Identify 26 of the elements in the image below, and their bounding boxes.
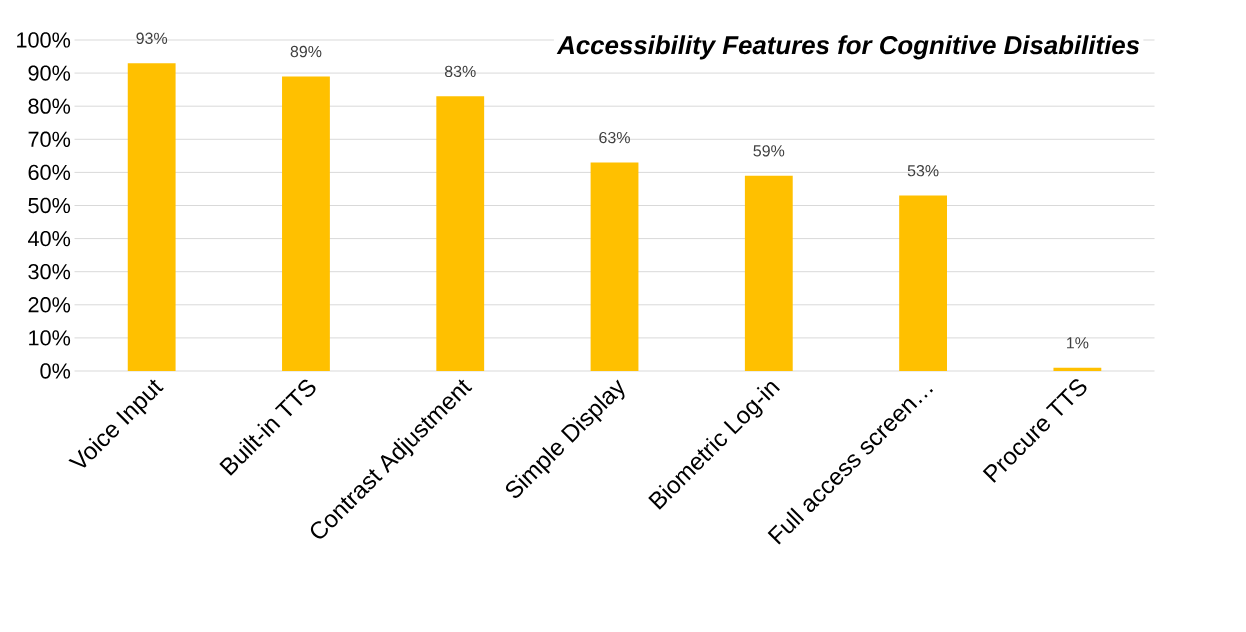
bar: [590, 162, 639, 371]
bar: [282, 76, 330, 371]
bar: [127, 63, 176, 371]
bar: [436, 96, 485, 371]
y-tick-label: 60%: [28, 164, 71, 181]
data-label: 59%: [753, 145, 785, 157]
y-tick-label: 80%: [28, 98, 71, 114]
data-label: 63%: [599, 131, 630, 144]
y-tick-label: 50%: [28, 197, 71, 214]
bar: [899, 195, 948, 371]
y-tick-label: 70%: [28, 131, 71, 147]
y-tick-label: 90%: [28, 65, 71, 81]
y-tick-label: 40%: [28, 230, 71, 247]
y-tick-label: 10%: [29, 330, 71, 346]
data-label: 1%: [1067, 337, 1089, 349]
bar: [1053, 367, 1102, 371]
data-label: 89%: [290, 45, 322, 58]
y-tick-label: 100%: [17, 32, 71, 48]
data-label: 53%: [907, 165, 939, 177]
y-tick-label: 0%: [40, 363, 71, 379]
y-tick-label: 30%: [28, 264, 71, 280]
data-label: 83%: [444, 65, 476, 78]
y-tick-label: 20%: [28, 297, 71, 313]
chart-title: Accessibility Features for Cognitive Disabilities: [556, 35, 1140, 60]
bar: [744, 175, 793, 371]
data-label: 93%: [136, 32, 168, 44]
